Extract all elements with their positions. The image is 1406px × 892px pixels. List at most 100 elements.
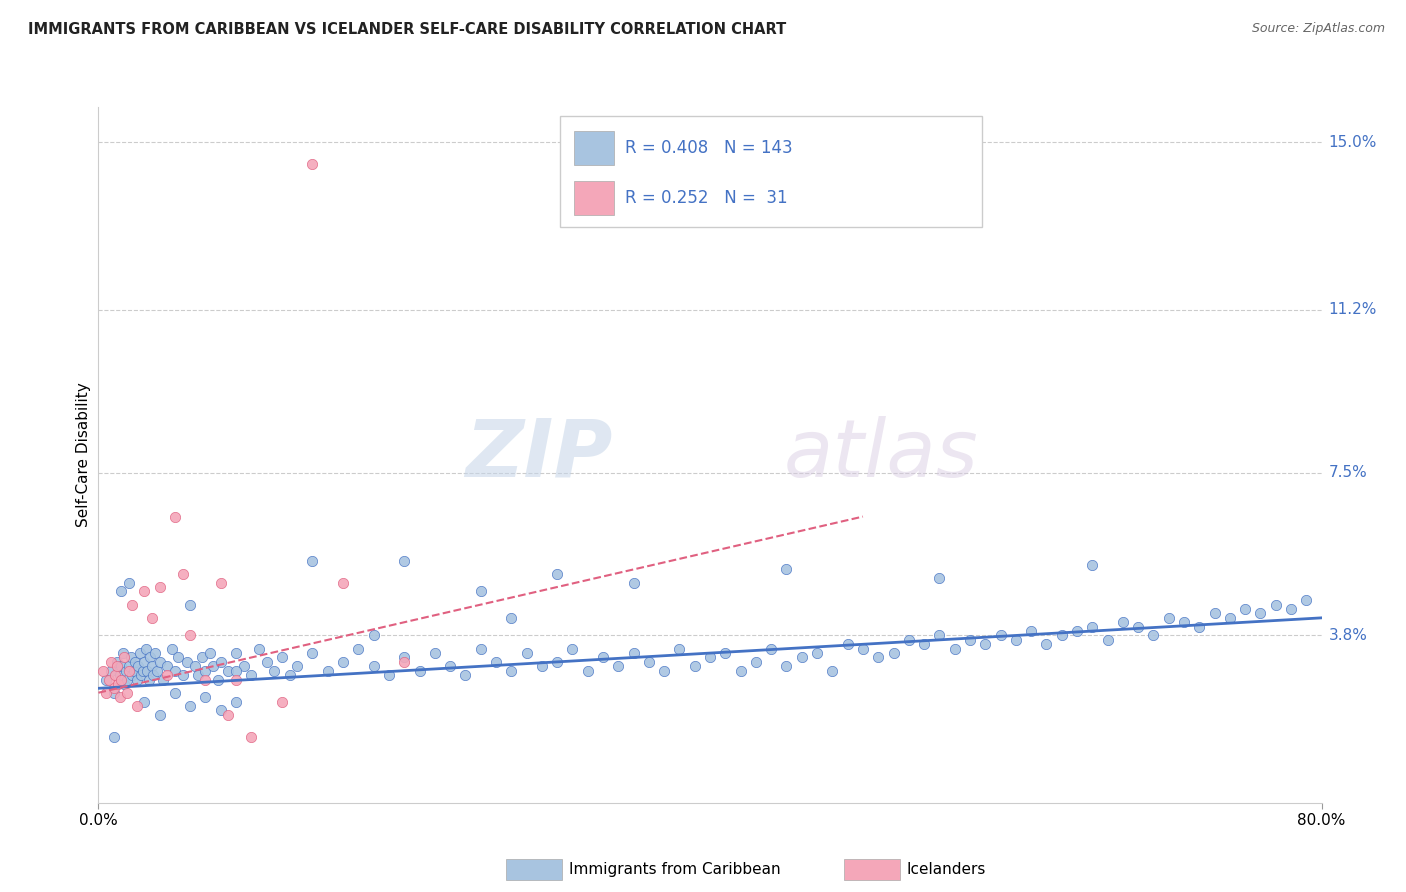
Point <box>546 655 568 669</box>
Point <box>1066 624 1088 638</box>
Text: R = 0.408   N = 143: R = 0.408 N = 143 <box>626 138 793 157</box>
Point <box>94 673 117 687</box>
Point <box>110 673 132 687</box>
Point <box>806 646 828 660</box>
Point <box>730 664 752 678</box>
Point <box>141 659 163 673</box>
Point <box>149 707 172 722</box>
Point <box>100 655 122 669</box>
Point <box>623 646 645 660</box>
Point <box>132 664 155 678</box>
Point <box>1050 628 1073 642</box>
Point <box>104 668 127 682</box>
Point <box>668 641 690 656</box>
Point <box>129 668 152 682</box>
Point <box>637 655 661 669</box>
Point <box>94 686 117 700</box>
Point <box>184 659 207 673</box>
Point <box>98 673 121 687</box>
Point <box>163 509 186 524</box>
Point <box>1279 602 1302 616</box>
Point <box>332 575 354 590</box>
Point <box>485 655 508 669</box>
Point <box>1019 624 1042 638</box>
Point <box>392 650 416 665</box>
Point <box>699 650 721 665</box>
Point <box>112 677 135 691</box>
Point <box>928 571 950 585</box>
Point <box>652 664 675 678</box>
Point <box>363 659 385 673</box>
Point <box>897 632 920 647</box>
Point <box>156 659 179 673</box>
Point <box>179 598 201 612</box>
Point <box>194 673 217 687</box>
Point <box>209 575 232 590</box>
Point <box>439 659 461 673</box>
Y-axis label: Self-Care Disability: Self-Care Disability <box>76 383 91 527</box>
Point <box>117 673 139 687</box>
Point <box>1234 602 1257 616</box>
Point <box>142 668 165 682</box>
Point <box>103 730 125 744</box>
Point <box>135 641 157 656</box>
Point <box>378 668 401 682</box>
Point <box>91 664 114 678</box>
Point <box>1112 615 1135 630</box>
Point <box>912 637 935 651</box>
Point <box>125 673 148 687</box>
Point <box>501 664 523 678</box>
Point <box>217 707 239 722</box>
Point <box>139 650 162 665</box>
Point <box>928 628 950 642</box>
Point <box>423 646 446 660</box>
Point <box>179 698 201 713</box>
Text: 11.2%: 11.2% <box>1329 302 1376 317</box>
Point <box>100 664 122 678</box>
Point <box>454 668 477 682</box>
Point <box>160 641 183 656</box>
Point <box>263 664 285 678</box>
Point <box>156 668 179 682</box>
Point <box>194 690 217 705</box>
Point <box>187 668 209 682</box>
Point <box>1081 558 1104 572</box>
Point <box>209 703 232 717</box>
Point <box>1173 615 1195 630</box>
Point <box>1128 620 1150 634</box>
Point <box>1250 607 1272 621</box>
Point <box>191 650 214 665</box>
Point <box>959 632 981 647</box>
Text: ZIP: ZIP <box>465 416 612 494</box>
Text: Source: ZipAtlas.com: Source: ZipAtlas.com <box>1251 22 1385 36</box>
Point <box>576 664 599 678</box>
Point <box>145 664 167 678</box>
Point <box>837 637 859 651</box>
Point <box>225 646 247 660</box>
Point <box>118 575 141 590</box>
Point <box>194 664 217 678</box>
Point <box>392 655 416 669</box>
Point <box>108 668 131 682</box>
Point <box>408 664 430 678</box>
Point <box>118 664 141 678</box>
Point <box>974 637 997 651</box>
Point <box>217 664 239 678</box>
Point <box>256 655 278 669</box>
Point <box>127 659 149 673</box>
Point <box>172 668 194 682</box>
Text: 3.8%: 3.8% <box>1329 628 1368 643</box>
Text: R = 0.252   N =  31: R = 0.252 N = 31 <box>626 189 787 207</box>
Point <box>990 628 1012 642</box>
Point <box>347 641 370 656</box>
Point <box>775 562 797 576</box>
Point <box>285 659 308 673</box>
Text: 15.0%: 15.0% <box>1329 135 1376 150</box>
Point <box>176 655 198 669</box>
Point <box>714 646 737 660</box>
Point <box>225 673 247 687</box>
Point <box>868 650 890 665</box>
Point <box>316 664 339 678</box>
Point <box>1264 598 1286 612</box>
Point <box>623 575 645 590</box>
